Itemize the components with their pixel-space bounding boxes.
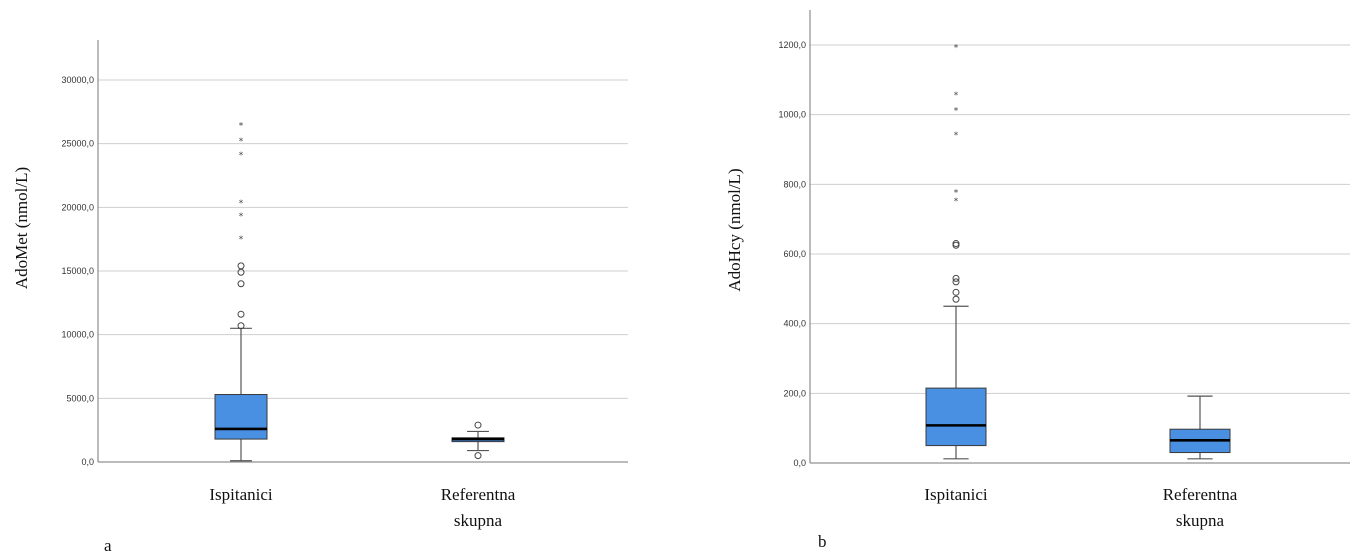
category-label: skupna <box>1176 511 1225 530</box>
outlier-circle <box>237 322 245 330</box>
y-tick-label: 400,0 <box>783 319 806 329</box>
outlier-circle <box>952 295 960 303</box>
y-tick-label: 20000,0 <box>61 202 94 212</box>
outlier-star: * <box>239 212 244 222</box>
outlier-circle <box>952 274 960 282</box>
outlier-star: * <box>954 188 959 198</box>
outlier-circle <box>952 240 960 248</box>
category-label: Ispitanici <box>209 485 273 504</box>
outlier-star: * <box>954 44 959 54</box>
y-tick-label: 0,0 <box>793 458 806 468</box>
category-label: Referentna <box>1163 485 1238 504</box>
outlier-star: * <box>954 91 959 101</box>
outlier-circle <box>237 268 245 276</box>
y-tick-label: 25000,0 <box>61 139 94 149</box>
y-tick-label: 200,0 <box>783 388 806 398</box>
y-tick-label: 15000,0 <box>61 266 94 276</box>
outlier-circle <box>952 278 960 286</box>
outlier-star: * <box>239 122 244 132</box>
box-group-1: * * * * * * Ispitanici <box>209 122 273 504</box>
y-axis-label: AdoHcy (nmol/L) <box>725 168 744 291</box>
outlier-circle <box>474 421 482 429</box>
outlier-circle <box>474 452 482 460</box>
box-group-2: Referentna skupna <box>441 421 516 530</box>
outlier-star: * <box>954 106 959 116</box>
y-tick-label: 30000,0 <box>61 75 94 85</box>
outlier-star: * <box>954 131 959 141</box>
box-group-2: Referentna skupna <box>1163 395 1238 530</box>
chart-panel-b: 0,0 200,0 400,0 600,0 800,0 1000,0 1200,0 AdoHc… <box>725 10 1350 551</box>
category-label: Referentna <box>441 485 516 504</box>
iqr-box <box>214 394 268 440</box>
category-label: skupna <box>454 511 503 530</box>
y-tick-label: 800,0 <box>783 179 806 189</box>
outlier-circle <box>952 288 960 296</box>
chart-panel-a: 0,0 5000,0 10000,0 15000,0 20000,0 25000,0 300… <box>12 40 628 555</box>
outlier-circle <box>237 310 245 318</box>
outlier-star: * <box>239 235 244 245</box>
panel-label: a <box>104 536 112 555</box>
iqr-box <box>925 387 987 447</box>
outlier-circle <box>237 262 245 270</box>
box-group-1: ******Ispitanici <box>924 44 988 504</box>
y-tick-label: 0,0 <box>81 457 94 467</box>
category-label: Ispitanici <box>924 485 988 504</box>
y-tick-label: 10000,0 <box>61 330 94 340</box>
outlier-circle <box>237 280 245 288</box>
y-axis-label: AdoMet (nmol/L) <box>12 167 31 289</box>
outlier-star: * <box>239 151 244 161</box>
y-tick-label: 1000,0 <box>778 110 806 120</box>
outlier-star: * <box>239 137 244 147</box>
y-tick-label: 600,0 <box>783 249 806 259</box>
panel-label: b <box>818 532 827 551</box>
outlier-star: * <box>239 199 244 209</box>
y-tick-label: 5000,0 <box>66 393 94 403</box>
y-tick-label: 1200,0 <box>778 40 806 50</box>
outlier-star: * <box>954 197 959 207</box>
